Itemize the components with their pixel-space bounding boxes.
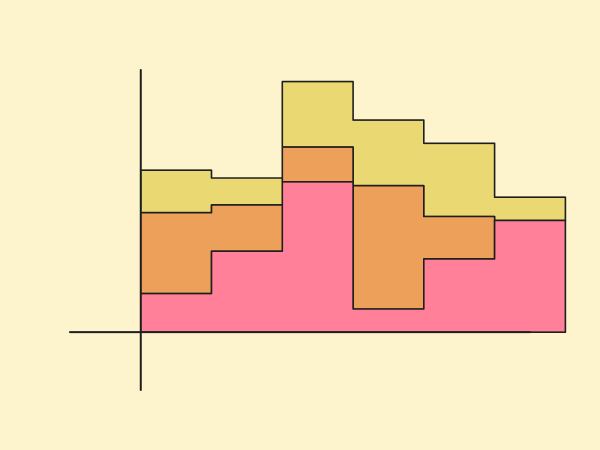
- axes: [69, 69, 531, 391]
- series-layers: [140, 80, 567, 333]
